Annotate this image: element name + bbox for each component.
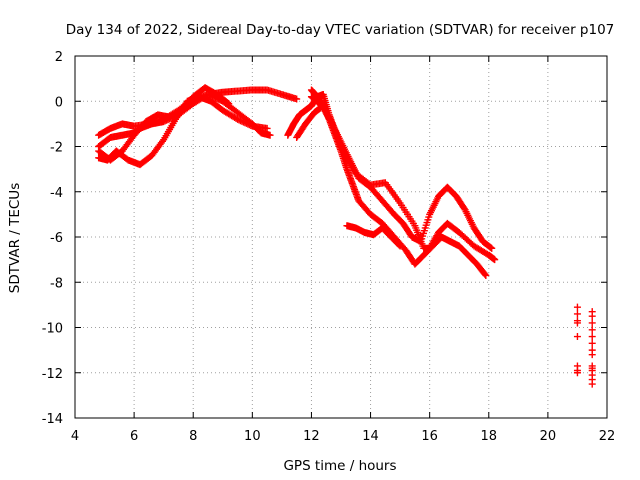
data-point: [488, 244, 496, 252]
y-tick-label: -12: [42, 367, 63, 382]
data-point: [588, 326, 596, 334]
y-tick-labels: -14 -12 -10 -8 -6 -4 -2 0 2: [42, 50, 63, 427]
data-point: [573, 310, 581, 318]
data-point: [293, 95, 301, 103]
data-point: [588, 333, 596, 341]
series-arc-k: [588, 308, 596, 388]
data-point: [588, 312, 596, 320]
data-point: [266, 131, 274, 139]
x-tick-label: 6: [130, 429, 138, 444]
data-point: [588, 364, 596, 372]
chart-title: Day 134 of 2022, Sidereal Day-to-day VTE…: [66, 22, 615, 38]
x-tick-label: 20: [540, 429, 557, 444]
data-point: [573, 319, 581, 327]
y-tick-label: -10: [42, 322, 63, 337]
x-tick-label: 18: [481, 429, 498, 444]
data-point: [316, 104, 324, 112]
data-point: [588, 339, 596, 347]
y-tick-label: -8: [50, 276, 63, 291]
data-point: [225, 100, 233, 108]
series-arc-h: [343, 222, 404, 250]
data-point: [573, 366, 581, 374]
data-point: [588, 380, 596, 388]
x-tick-label: 8: [189, 429, 197, 444]
data-point: [481, 270, 489, 278]
y-tick-label: 2: [55, 50, 63, 65]
data-point: [482, 271, 490, 279]
data-point: [224, 99, 232, 107]
data-point: [158, 137, 166, 145]
y-tick-label: -6: [50, 231, 63, 246]
data-point: [588, 319, 596, 327]
data-point: [491, 256, 499, 264]
x-axis-label: GPS time / hours: [283, 458, 396, 474]
y-tick-label: -14: [42, 412, 63, 427]
series-arc-j: [573, 303, 581, 377]
x-tick-label: 22: [599, 429, 616, 444]
x-tick-label: 14: [362, 429, 379, 444]
x-tick-labels: 4 6 8 10 12 14 16 18 20 22: [71, 429, 615, 444]
series-arc-i: [293, 104, 324, 141]
series-arc-d: [95, 84, 233, 164]
x-tick-label: 4: [71, 429, 79, 444]
data-point: [588, 351, 596, 359]
y-axis-label: SDTVAR / TECUs: [7, 183, 23, 293]
data-point: [573, 333, 581, 341]
axis-ticks: [74, 55, 608, 419]
x-tick-label: 16: [421, 429, 438, 444]
data-marks: [95, 84, 596, 388]
y-tick-label: -2: [50, 141, 63, 156]
x-tick-label: 10: [244, 429, 261, 444]
y-tick-label: -4: [50, 186, 63, 201]
y-tick-label: 0: [55, 95, 63, 110]
data-point: [395, 241, 403, 249]
data-point: [573, 303, 581, 311]
data-point: [396, 242, 404, 250]
x-tick-label: 12: [303, 429, 320, 444]
data-point: [263, 124, 271, 132]
